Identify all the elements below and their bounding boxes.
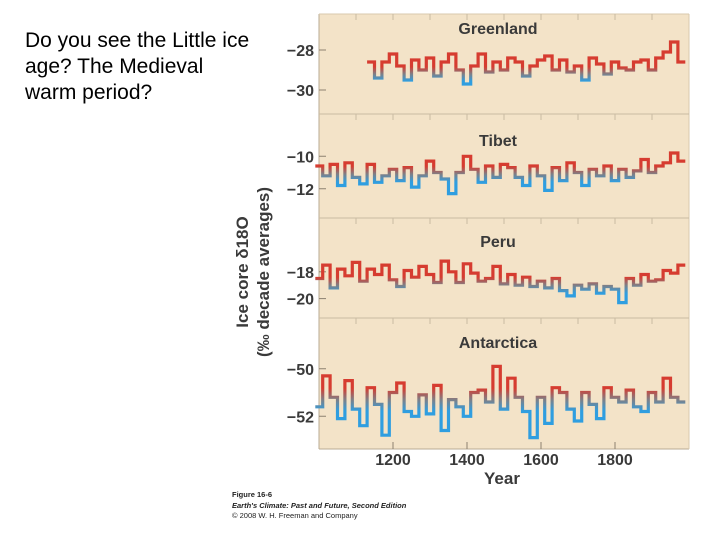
y-tick-label: −20 [287,292,314,309]
x-axis-label: Year [484,469,520,488]
question-text: Do you see the Little ice age? The Medie… [25,29,250,104]
x-tick-label: 1800 [597,452,633,469]
series-line [367,40,686,86]
figure-caption: Figure 16-6 Earth's Climate: Past and Fu… [232,490,406,522]
panels: Greenland −28 −30 Tibet −10 −12 Peru −18 −20 Anta… [287,21,686,440]
panel-tibet: Tibet −10 −12 [287,133,686,199]
panel-title: Greenland [458,21,537,38]
caption-book-title: Earth's Climate: Past and Future, Second… [232,500,407,510]
y-axis-label-line1: Ice core δ18O [233,216,252,327]
plot-background [319,14,689,449]
y-tick-label: −12 [287,182,314,199]
panel-title: Peru [480,234,516,251]
panel-title: Tibet [479,133,518,150]
y-tick-label: −28 [287,43,314,60]
y-axis-label: Ice core δ18O (‰ decade averages) [233,187,273,357]
y-tick-label: −52 [287,409,314,426]
plot-border [318,13,690,450]
panel-separators [319,14,689,324]
panel-title: Antarctica [459,335,537,352]
y-tick-label: −18 [287,265,314,282]
y-tick-label: −30 [287,83,314,100]
y-tick-label: −50 [287,362,314,379]
y-tick-label: −10 [287,149,314,166]
caption-copyright: © 2008 W. H. Freeman and Company [232,511,358,520]
x-tick-label: 1600 [523,452,559,469]
x-axis: 1200 1400 1600 1800 [375,442,633,469]
x-tick-label: 1400 [449,452,485,469]
series-line [315,151,686,196]
caption-figure-number: Figure 16-6 [232,490,273,499]
series-line [315,364,686,440]
panel-peru: Peru −18 −20 [287,234,686,309]
panel-antarctica: Antarctica −50 −52 [287,335,686,440]
panel-greenland: Greenland −28 −30 [287,21,686,100]
series-line [315,259,686,305]
x-tick-label: 1200 [375,452,411,469]
y-axis-label-line2: (‰ decade averages) [254,187,273,357]
